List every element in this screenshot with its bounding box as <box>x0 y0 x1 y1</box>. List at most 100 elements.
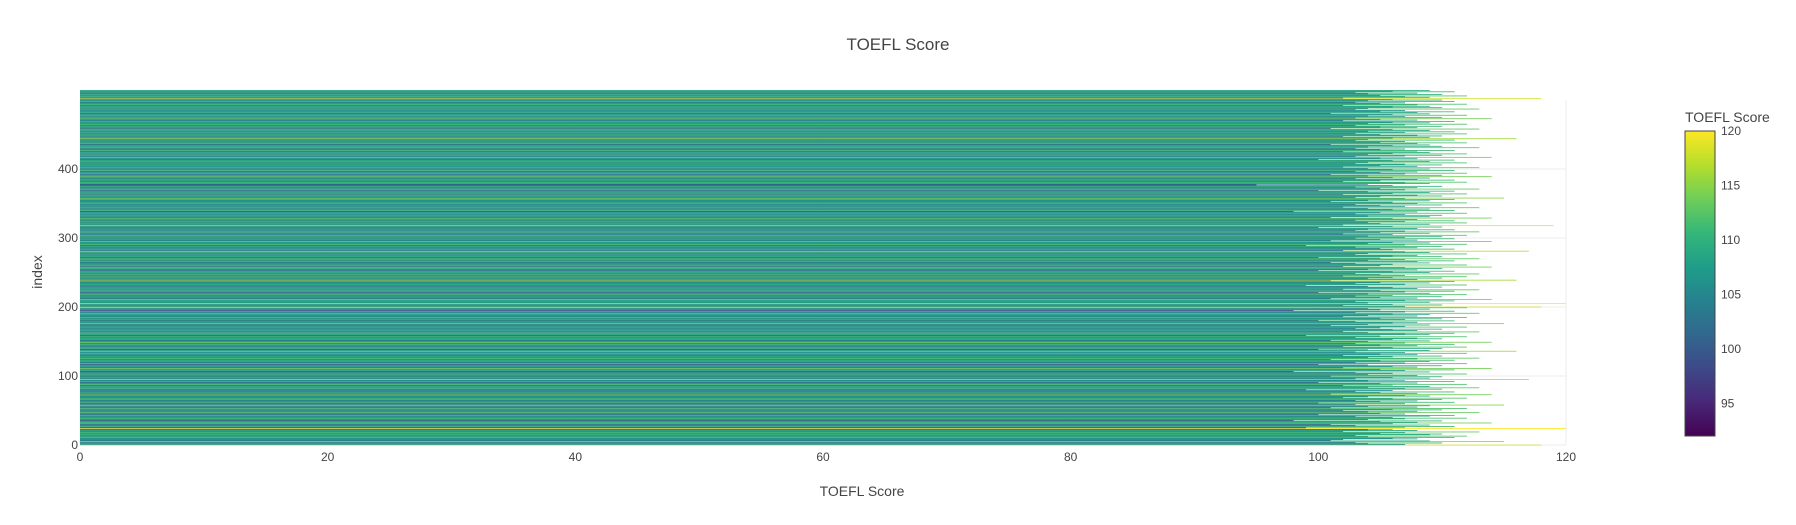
bar <box>80 304 1443 306</box>
bar <box>80 260 1455 262</box>
bar <box>80 199 1455 200</box>
bar <box>80 132 1356 134</box>
bar <box>80 345 1344 347</box>
bar <box>80 307 1467 309</box>
bar <box>80 400 1418 402</box>
bar <box>80 221 1406 222</box>
colorbar-ticks: 95 100 105 110 115 120 <box>1721 124 1741 410</box>
bar <box>80 414 1455 416</box>
bar <box>80 345 1418 347</box>
bar <box>80 379 1529 380</box>
x-tick-label: 40 <box>569 450 583 464</box>
bar <box>80 104 1418 106</box>
bar <box>80 215 1368 217</box>
bar <box>80 404 1505 406</box>
bar <box>80 110 1406 111</box>
bar <box>80 428 1393 430</box>
bar <box>80 423 1393 425</box>
bar <box>80 439 1344 440</box>
bar <box>80 344 1381 346</box>
bar <box>80 415 1430 417</box>
bar <box>80 271 1393 273</box>
bar <box>80 98 1393 100</box>
bar <box>80 145 1393 147</box>
bar <box>80 327 1381 329</box>
bar <box>80 339 1331 341</box>
bar <box>80 193 1467 195</box>
bar <box>80 150 1455 151</box>
bar <box>80 113 1430 115</box>
bar <box>80 296 1443 298</box>
bar <box>80 403 1406 405</box>
bar <box>80 105 1430 107</box>
bar <box>80 369 1455 371</box>
bar <box>80 328 1443 330</box>
bar <box>80 261 1331 263</box>
bar <box>80 181 1467 183</box>
bar <box>80 435 1467 437</box>
bar <box>80 356 1393 358</box>
bar <box>80 397 1344 398</box>
bar <box>80 137 1393 139</box>
bar <box>80 366 1418 368</box>
bar <box>80 147 1480 149</box>
bar <box>80 292 1319 294</box>
bar <box>80 296 1381 298</box>
bar <box>80 321 1356 322</box>
bar <box>80 223 1381 225</box>
bar <box>80 248 1381 249</box>
bar <box>80 233 1344 235</box>
bar <box>80 243 1467 245</box>
bar <box>80 111 1455 113</box>
bar <box>80 262 1430 264</box>
bar <box>80 394 1406 396</box>
bar <box>80 161 1368 163</box>
bar <box>80 402 1319 404</box>
bar <box>80 357 1480 359</box>
bar <box>80 362 1406 364</box>
bar <box>80 315 1418 317</box>
bar <box>80 290 1381 291</box>
bar <box>80 140 1356 142</box>
bar <box>80 90 1393 92</box>
bar <box>80 343 1455 345</box>
bar <box>80 172 1381 173</box>
bar <box>80 421 1381 423</box>
colorbar-title: TOEFL Score <box>1685 109 1770 125</box>
bar <box>80 346 1467 348</box>
bar <box>80 360 1381 362</box>
bar <box>80 388 1406 389</box>
bar <box>80 237 1356 239</box>
bar <box>80 134 1381 135</box>
bar <box>80 245 1306 247</box>
bar <box>80 206 1344 208</box>
bar <box>80 94 1381 96</box>
bar <box>80 268 1443 269</box>
bar <box>80 274 1381 276</box>
bar <box>80 194 1418 196</box>
colorbar-tick-label: 105 <box>1721 287 1741 301</box>
bar <box>80 156 1492 158</box>
bar <box>80 196 1356 198</box>
bar <box>80 265 1344 267</box>
bar <box>80 330 1418 331</box>
bar <box>80 92 1418 94</box>
chart-title: TOEFL Score <box>847 35 950 54</box>
bar <box>80 112 1418 113</box>
bar <box>80 136 1344 138</box>
bar <box>80 256 1443 258</box>
bar <box>80 154 1443 156</box>
bar <box>80 196 1381 198</box>
bar <box>80 213 1356 215</box>
bar <box>80 322 1393 324</box>
y-tick-label: 100 <box>58 369 78 383</box>
x-tick-label: 80 <box>1064 450 1078 464</box>
bar <box>80 423 1331 425</box>
bar <box>80 131 1455 133</box>
y-tick-label: 200 <box>58 300 78 314</box>
bar <box>80 377 1393 378</box>
bar <box>80 336 1467 338</box>
bar <box>80 384 1393 386</box>
bar <box>80 387 1480 389</box>
bar <box>80 98 1542 100</box>
